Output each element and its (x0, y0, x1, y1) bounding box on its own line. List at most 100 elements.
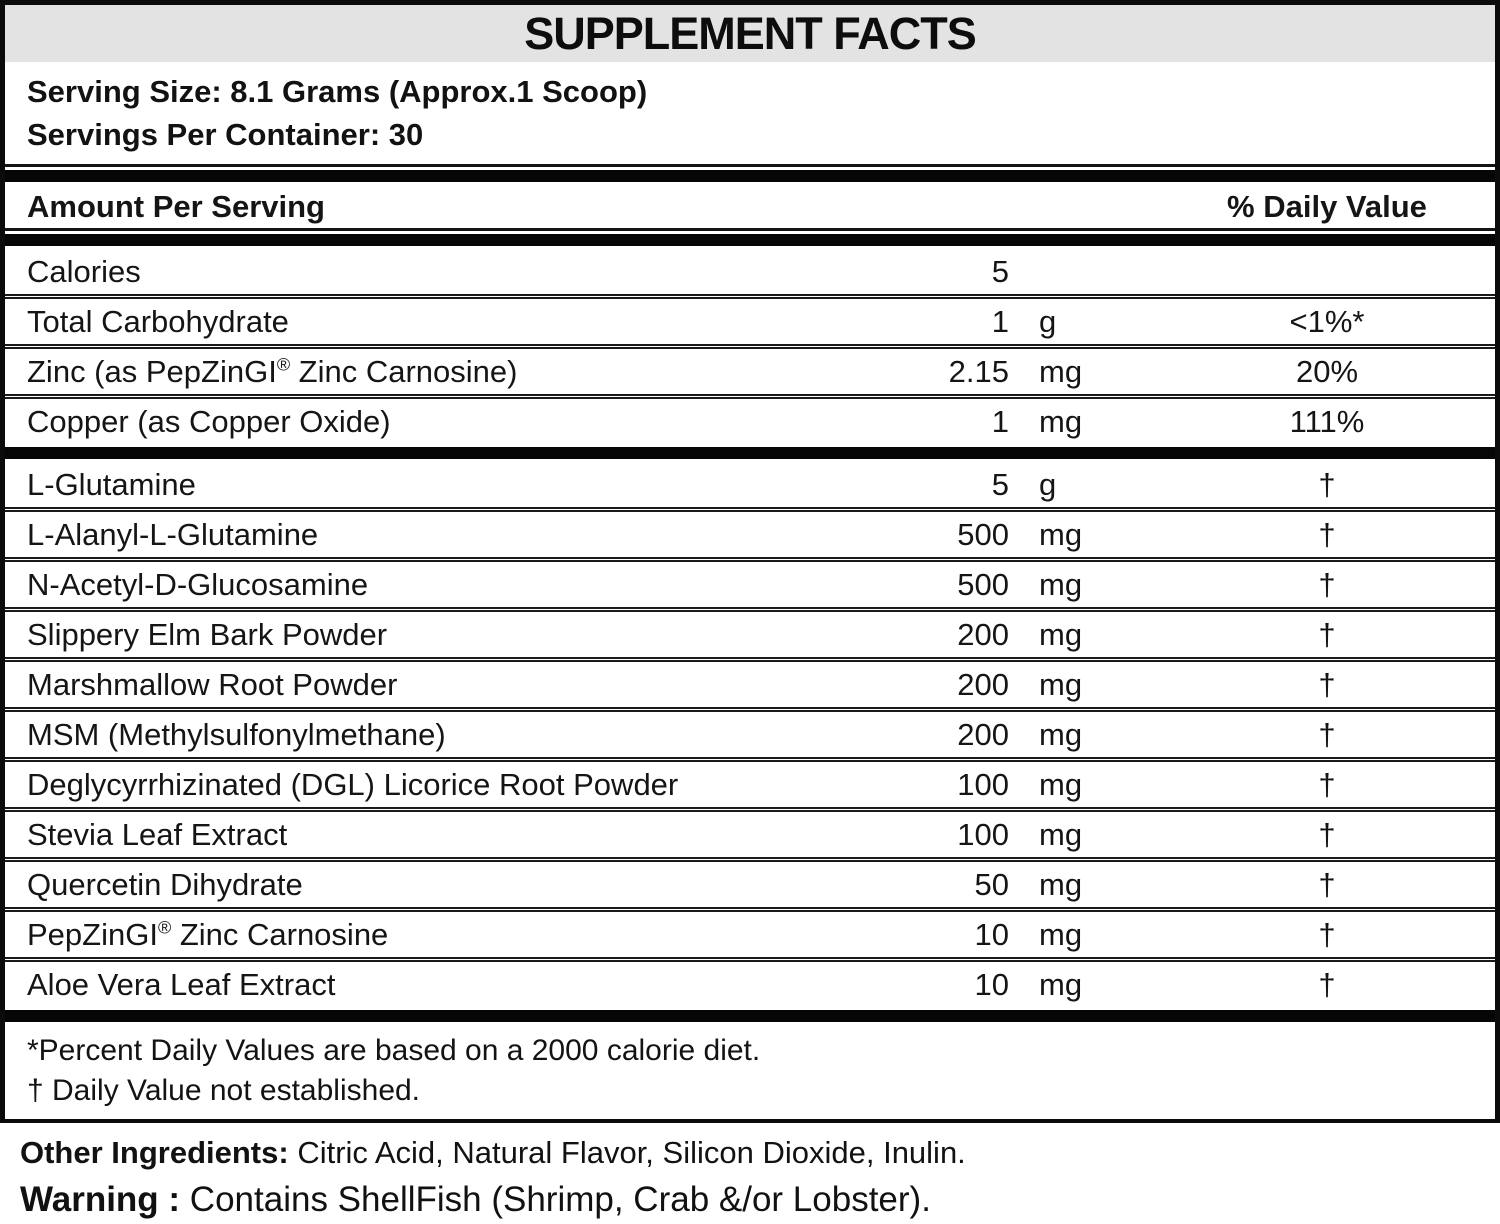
title-band: SUPPLEMENT FACTS (5, 5, 1495, 62)
table-row: L-Glutamine 5 g † (5, 462, 1495, 507)
ingredient-name: Stevia Leaf Extract (27, 816, 288, 852)
warning-label: Warning : (20, 1180, 181, 1219)
daily-value: 20% (1295, 353, 1359, 389)
other-ingredients-text: Citric Acid, Natural Flavor, Silicon Dio… (288, 1135, 966, 1170)
percent-dv-footnote: *Percent Daily Values are based on a 200… (27, 1034, 761, 1067)
daily-value: † (1318, 816, 1336, 852)
amount-value: 500 (957, 566, 1009, 602)
daily-value: 111% (1289, 403, 1365, 439)
label-title: SUPPLEMENT FACTS (524, 7, 977, 59)
daily-value: † (1318, 966, 1336, 1002)
table-row: Slippery Elm Bark Powder 200 mg † (5, 607, 1495, 657)
amount-per-serving-header: Amount Per Serving (27, 188, 325, 224)
ingredient-name: Zinc (as PepZinGI® Zinc Carnosine) (27, 353, 518, 389)
table-row: PepZinGI® Zinc Carnosine 10 mg † (5, 907, 1495, 957)
ingredient-name: Aloe Vera Leaf Extract (27, 966, 336, 1002)
amount-value: 100 (957, 766, 1009, 802)
daily-value: † (1318, 516, 1336, 552)
daily-value-header: % Daily Value (1227, 188, 1427, 224)
ingredient-rows: L-Glutamine 5 g † L-Alanyl-L-Glutamine 500 mg †… (5, 462, 1495, 1007)
table-row: Marshmallow Root Powder 200 mg † (5, 657, 1495, 707)
ingredient-name: Slippery Elm Bark Powder (27, 616, 388, 652)
table-row: Deglycyrrhizinated (DGL) Licorice Root P… (5, 757, 1495, 807)
amount-value: 5 (991, 466, 1009, 502)
daily-value: † (1318, 666, 1336, 702)
table-row: N-Acetyl-D-Glucosamine 500 mg † (5, 557, 1495, 607)
ingredient-name: MSM (Methylsulfonylmethane) (27, 716, 446, 752)
serving-size: Serving Size: 8.1 Grams (Approx.1 Scoop) (27, 74, 648, 109)
table-header-row: Amount Per Serving % Daily Value (5, 185, 1495, 231)
amount-value: 200 (957, 616, 1009, 652)
amount-value: 100 (957, 816, 1009, 852)
daily-value: † (1318, 616, 1336, 652)
table-row: MSM (Methylsulfonylmethane) 200 mg † (5, 707, 1495, 757)
amount-value: 1 (991, 303, 1009, 339)
amount-unit: mg (1039, 916, 1083, 952)
table-row: Quercetin Dihydrate 50 mg † (5, 857, 1495, 907)
ingredient-name: N-Acetyl-D-Glucosamine (27, 566, 369, 602)
amount-unit: mg (1039, 766, 1083, 802)
daily-value: † (1318, 866, 1336, 902)
section-divider-bar (5, 170, 1495, 182)
table-row: Total Carbohydrate 1 g <1%* (5, 294, 1495, 344)
section-divider-bar (5, 447, 1495, 459)
table-row: Aloe Vera Leaf Extract 10 mg † (5, 957, 1495, 1007)
amount-unit: g (1039, 466, 1057, 502)
dagger-footnote: † Daily Value not established. (27, 1074, 421, 1107)
daily-value: † (1318, 716, 1336, 752)
daily-value: † (1318, 766, 1336, 802)
table-row: Zinc (as PepZinGI® Zinc Carnosine) 2.15 mg… (5, 344, 1495, 394)
amount-unit: mg (1039, 516, 1083, 552)
amount-unit: g (1039, 303, 1057, 339)
additional-info-section: Other Ingredients: Citric Acid, Natural … (0, 1123, 1500, 1223)
supplement-facts-label: SUPPLEMENT FACTS Serving Size: 8.1 Grams… (0, 0, 1500, 1123)
amount-value: 50 (974, 866, 1009, 902)
section-divider-bar (5, 1010, 1495, 1022)
table-row: Copper (as Copper Oxide) 1 mg 111% (5, 394, 1495, 444)
amount-unit: mg (1039, 566, 1083, 602)
macro-rows: Calories 5 Total Carbohydrate 1 g <1%* Zinc (a… (5, 249, 1495, 444)
amount-value: 5 (991, 253, 1009, 289)
amount-unit: mg (1039, 403, 1083, 439)
ingredient-name: Total Carbohydrate (27, 303, 289, 339)
table-row: Calories 5 (5, 249, 1495, 294)
daily-value: † (1318, 566, 1336, 602)
amount-value: 200 (957, 666, 1009, 702)
registered-trademark-symbol: ® (157, 917, 172, 938)
serving-section: Serving Size: 8.1 Grams (Approx.1 Scoop)… (5, 62, 1495, 167)
amount-value: 1 (991, 403, 1009, 439)
warning-line: Warning : Contains ShellFish (Shrimp, Cr… (20, 1177, 1476, 1223)
amount-unit: mg (1039, 966, 1083, 1002)
ingredient-name: Quercetin Dihydrate (27, 866, 303, 902)
registered-trademark-symbol: ® (276, 354, 291, 375)
ingredient-name: Deglycyrrhizinated (DGL) Licorice Root P… (27, 766, 679, 802)
amount-unit: mg (1039, 353, 1083, 389)
ingredient-name: L-Alanyl-L-Glutamine (27, 516, 319, 552)
amount-value: 2.15 (948, 353, 1009, 389)
footnotes-section: *Percent Daily Values are based on a 200… (5, 1025, 1495, 1119)
amount-value: 10 (974, 966, 1009, 1002)
daily-value: <1%* (1289, 303, 1365, 339)
section-divider-bar (5, 234, 1495, 246)
daily-value: † (1318, 916, 1336, 952)
ingredient-name: PepZinGI® Zinc Carnosine (27, 916, 389, 952)
servings-per-container: Servings Per Container: 30 (27, 117, 424, 152)
daily-value: † (1318, 466, 1336, 502)
amount-unit: mg (1039, 666, 1083, 702)
amount-value: 500 (957, 516, 1009, 552)
table-row: L-Alanyl-L-Glutamine 500 mg † (5, 507, 1495, 557)
other-ingredients-label: Other Ingredients: (20, 1135, 289, 1170)
warning-text: Contains ShellFish (Shrimp, Crab &/or Lo… (180, 1180, 931, 1219)
amount-unit: mg (1039, 716, 1083, 752)
other-ingredients-line: Other Ingredients: Citric Acid, Natural … (20, 1133, 1476, 1173)
table-row: Stevia Leaf Extract 100 mg † (5, 807, 1495, 857)
ingredient-name: Marshmallow Root Powder (27, 666, 398, 702)
amount-unit: mg (1039, 866, 1083, 902)
ingredient-name: Copper (as Copper Oxide) (27, 403, 391, 439)
amount-unit: mg (1039, 816, 1083, 852)
amount-value: 10 (974, 916, 1009, 952)
ingredient-name: Calories (27, 253, 141, 289)
amount-unit: mg (1039, 616, 1083, 652)
amount-value: 200 (957, 716, 1009, 752)
ingredient-name: L-Glutamine (27, 466, 196, 502)
